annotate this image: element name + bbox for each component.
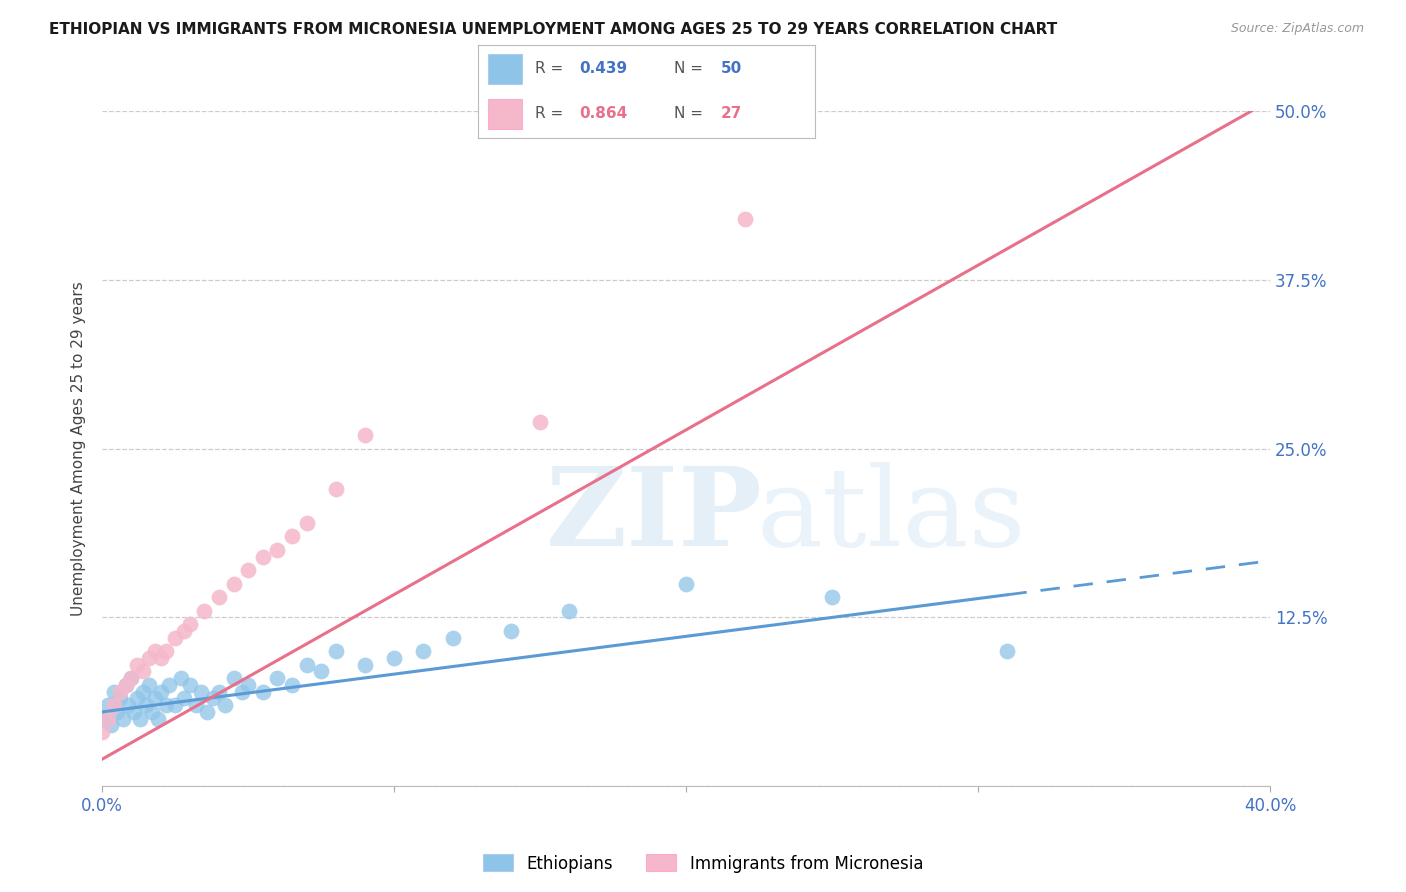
Bar <box>488 54 522 84</box>
Point <box>281 678 304 692</box>
Text: 27: 27 <box>721 106 742 121</box>
Point <box>124 705 146 719</box>
Legend: Ethiopians, Immigrants from Micronesia: Ethiopians, Immigrants from Micronesia <box>477 847 929 880</box>
Point <box>149 651 172 665</box>
Point <box>141 705 163 719</box>
Point <box>165 698 187 713</box>
Point <box>202 691 225 706</box>
Point <box>295 516 318 530</box>
Point <box>138 678 160 692</box>
Point <box>382 651 405 665</box>
Point <box>179 617 201 632</box>
Point <box>120 671 142 685</box>
Point <box>108 691 131 706</box>
Point <box>354 428 377 442</box>
Text: ZIP: ZIP <box>546 462 763 569</box>
Y-axis label: Unemployment Among Ages 25 to 29 years: Unemployment Among Ages 25 to 29 years <box>72 281 86 616</box>
Point <box>157 678 180 692</box>
Text: N =: N = <box>673 106 707 121</box>
Point <box>231 684 253 698</box>
Point <box>412 644 434 658</box>
Point <box>97 712 120 726</box>
Point <box>734 212 756 227</box>
Point <box>114 678 136 692</box>
Point <box>91 725 114 739</box>
Point <box>281 529 304 543</box>
Point <box>208 684 231 698</box>
Point <box>132 684 155 698</box>
Point <box>135 698 157 713</box>
Point <box>155 698 177 713</box>
Point <box>127 691 149 706</box>
Point <box>111 712 134 726</box>
Point <box>149 684 172 698</box>
Point <box>325 644 347 658</box>
Point <box>214 698 236 713</box>
Point <box>222 576 245 591</box>
Point <box>266 542 288 557</box>
Text: 50: 50 <box>721 62 742 77</box>
Point <box>529 415 551 429</box>
Point <box>117 698 139 713</box>
Point <box>108 684 131 698</box>
Point <box>155 644 177 658</box>
Text: 0.864: 0.864 <box>579 106 627 121</box>
Point <box>190 684 212 698</box>
Point <box>499 624 522 638</box>
Text: R =: R = <box>536 62 568 77</box>
Point <box>252 684 274 698</box>
Text: atlas: atlas <box>756 462 1026 569</box>
Point <box>173 691 195 706</box>
Text: ETHIOPIAN VS IMMIGRANTS FROM MICRONESIA UNEMPLOYMENT AMONG AGES 25 TO 29 YEARS C: ETHIOPIAN VS IMMIGRANTS FROM MICRONESIA … <box>49 22 1057 37</box>
Point <box>103 698 125 713</box>
Point <box>238 563 260 577</box>
Point <box>309 665 332 679</box>
Point <box>997 644 1019 658</box>
Point <box>120 671 142 685</box>
Point <box>105 705 128 719</box>
Point <box>184 698 207 713</box>
Point <box>114 678 136 692</box>
Bar <box>488 99 522 129</box>
Point <box>179 678 201 692</box>
Point <box>325 482 347 496</box>
Point <box>132 665 155 679</box>
Point <box>208 590 231 604</box>
Point <box>100 718 122 732</box>
Point <box>103 684 125 698</box>
Point <box>146 712 169 726</box>
Point <box>195 705 218 719</box>
Point <box>295 657 318 672</box>
Point <box>675 576 697 591</box>
Point <box>129 712 152 726</box>
Point <box>252 549 274 564</box>
Point <box>266 671 288 685</box>
Point <box>441 631 464 645</box>
Point <box>821 590 844 604</box>
Point <box>558 604 581 618</box>
Point <box>170 671 193 685</box>
Point <box>165 631 187 645</box>
Point <box>222 671 245 685</box>
Point <box>193 604 215 618</box>
Text: R =: R = <box>536 106 568 121</box>
Point <box>91 712 114 726</box>
Text: 0.439: 0.439 <box>579 62 627 77</box>
Point <box>143 691 166 706</box>
Point <box>97 698 120 713</box>
Text: N =: N = <box>673 62 707 77</box>
Point <box>238 678 260 692</box>
Text: Source: ZipAtlas.com: Source: ZipAtlas.com <box>1230 22 1364 36</box>
Point <box>354 657 377 672</box>
Point <box>143 644 166 658</box>
Point <box>138 651 160 665</box>
Point <box>127 657 149 672</box>
Point <box>173 624 195 638</box>
